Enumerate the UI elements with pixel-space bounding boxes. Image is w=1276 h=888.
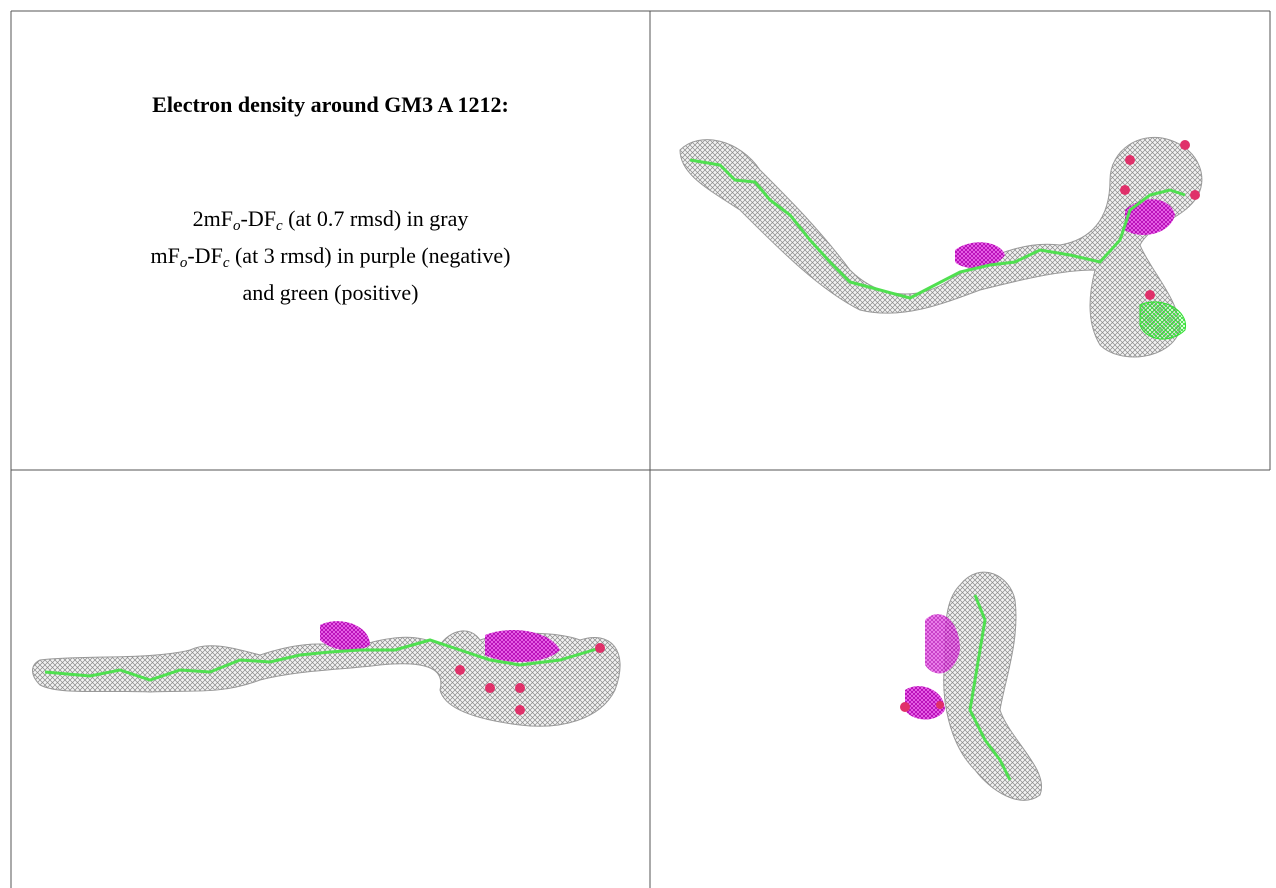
density-view-bottom-left (33, 621, 621, 726)
legend-text: -DF (241, 206, 276, 231)
density-view-top-right (680, 137, 1202, 357)
legend-text: mF (151, 243, 180, 268)
table-borders (11, 11, 1270, 888)
subscript: c (276, 218, 283, 234)
page: Electron density around GM3 A 1212: 2mFo… (0, 0, 1276, 888)
legend-line: mFo-DFc (at 3 rmsd) in purple (negative) (11, 241, 650, 278)
legend-text: and green (positive) (243, 280, 419, 305)
legend-text: (at 0.7 rmsd) in gray (283, 206, 469, 231)
legend-text: 2mF (193, 206, 233, 231)
title: Electron density around GM3 A 1212: (11, 92, 650, 118)
legend-text: -DF (187, 243, 222, 268)
subscript: o (233, 218, 241, 234)
legend-line: and green (positive) (11, 278, 650, 308)
figure-grid (0, 0, 1276, 888)
density-view-bottom-right (900, 572, 1042, 800)
legend-text: (at 3 rmsd) in purple (negative) (229, 243, 510, 268)
legend-line: 2mFo-DFc (at 0.7 rmsd) in gray (11, 204, 650, 241)
